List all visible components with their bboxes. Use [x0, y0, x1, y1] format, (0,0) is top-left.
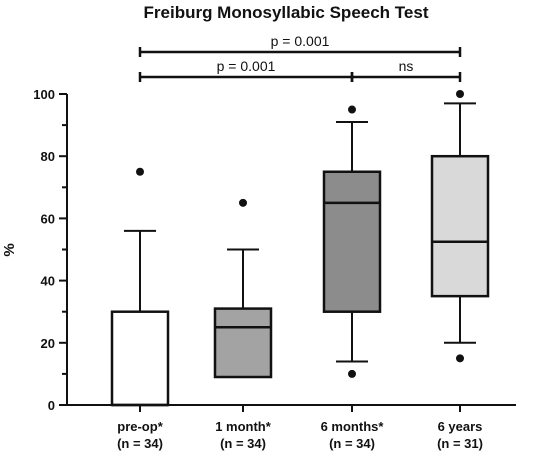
y-tick-label: 40 [41, 274, 55, 289]
y-tick-label: 80 [41, 149, 55, 164]
outlier-point [348, 369, 356, 378]
outlier-point [456, 90, 464, 98]
significance-bracket: p = 0.001 [138, 58, 354, 82]
x-category-n-label: (n = 34) [329, 436, 375, 451]
iqr-box [322, 170, 382, 313]
x-tick-labels: pre-op* (n = 34) 1 month* (n = 34) 6 months*… [117, 419, 483, 451]
x-category-label: 1 month* [215, 419, 272, 434]
x-category-n-label: (n = 31) [437, 436, 483, 451]
significance-label: p = 0.001 [271, 33, 330, 49]
y-tick-label: 100 [33, 87, 55, 102]
y-tick-label: 60 [41, 211, 55, 226]
box-group [110, 167, 170, 407]
box-group [213, 198, 273, 379]
significance-bracket: ns [350, 58, 462, 82]
significance-brackets: p = 0.001 p = 0.001 ns [138, 33, 462, 82]
outlier-point [456, 354, 464, 363]
significance-label: ns [399, 58, 414, 74]
box-group [322, 105, 382, 378]
x-category-label: 6 months* [321, 419, 385, 434]
outlier-point [136, 167, 144, 176]
x-category-label: pre-op* [117, 419, 163, 434]
outlier-point [239, 198, 247, 207]
iqr-box [430, 154, 490, 298]
y-tick-label: 20 [41, 336, 55, 351]
significance-label: p = 0.001 [217, 58, 276, 74]
chart-title: Freiburg Monosyllabic Speech Test [144, 3, 429, 22]
iqr-box [213, 307, 273, 379]
outlier-point [348, 105, 356, 114]
y-axis-label: % [1, 243, 18, 256]
x-category-n-label: (n = 34) [117, 436, 163, 451]
x-category-n-label: (n = 34) [220, 436, 266, 451]
significance-bracket: p = 0.001 [138, 33, 462, 57]
box-group [430, 90, 490, 363]
x-category-label: 6 years [438, 419, 483, 434]
iqr-box [110, 310, 170, 407]
y-tick-label: 0 [48, 398, 55, 413]
box-series [110, 90, 490, 407]
